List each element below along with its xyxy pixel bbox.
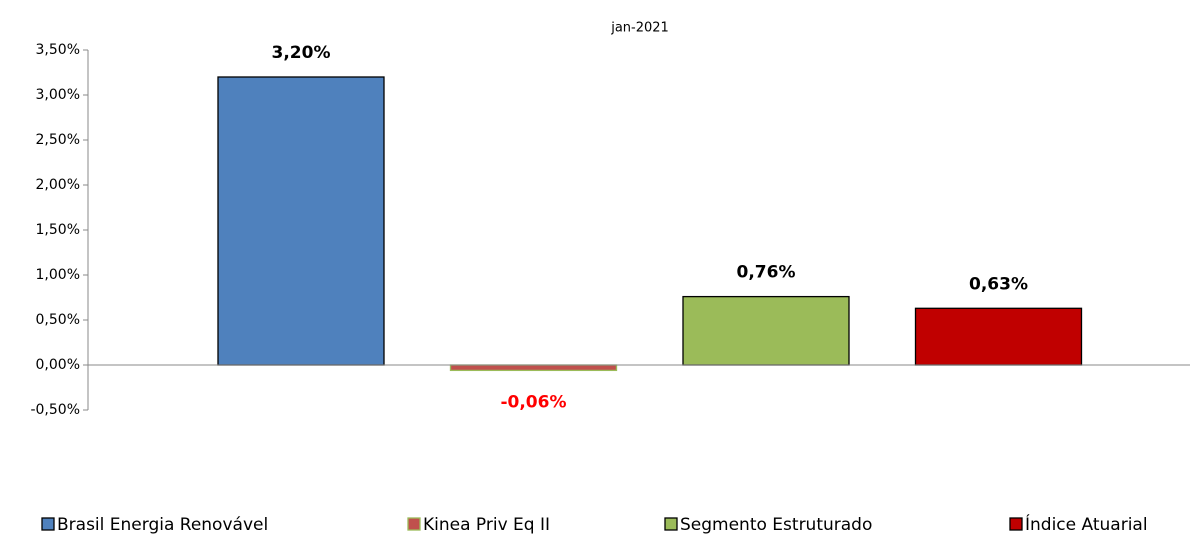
legend-label: Segmento Estruturado — [680, 515, 872, 535]
legend-label: Brasil Energia Renovável — [57, 515, 268, 535]
bar — [682, 295, 850, 366]
legend-swatch — [41, 517, 55, 531]
value-label: -0,06% — [500, 392, 566, 412]
y-tick-label: -0,50% — [30, 402, 80, 418]
legend-swatch — [664, 517, 678, 531]
value-label: 3,20% — [272, 43, 331, 63]
y-tick-label: 0,00% — [36, 357, 80, 373]
y-tick-label: 2,00% — [36, 177, 80, 193]
y-tick-label: 0,50% — [36, 312, 80, 328]
y-tick-label: 1,00% — [36, 267, 80, 283]
legend-swatch — [407, 517, 421, 531]
legend-label: Kinea Priv Eq II — [423, 515, 550, 535]
legend-label: Índice Atuarial — [1025, 513, 1148, 535]
value-label: 0,76% — [737, 263, 796, 283]
y-tick-label: 2,50% — [36, 132, 80, 148]
category-label: jan-2021 — [610, 21, 669, 36]
bar — [217, 76, 385, 366]
y-tick-label: 3,50% — [36, 42, 80, 58]
bar — [449, 364, 618, 372]
legend-swatch — [1009, 517, 1023, 531]
y-tick-label: 3,00% — [36, 87, 80, 103]
y-tick-label: 1,50% — [36, 222, 80, 238]
bar — [914, 307, 1083, 366]
value-label: 0,63% — [969, 274, 1028, 294]
